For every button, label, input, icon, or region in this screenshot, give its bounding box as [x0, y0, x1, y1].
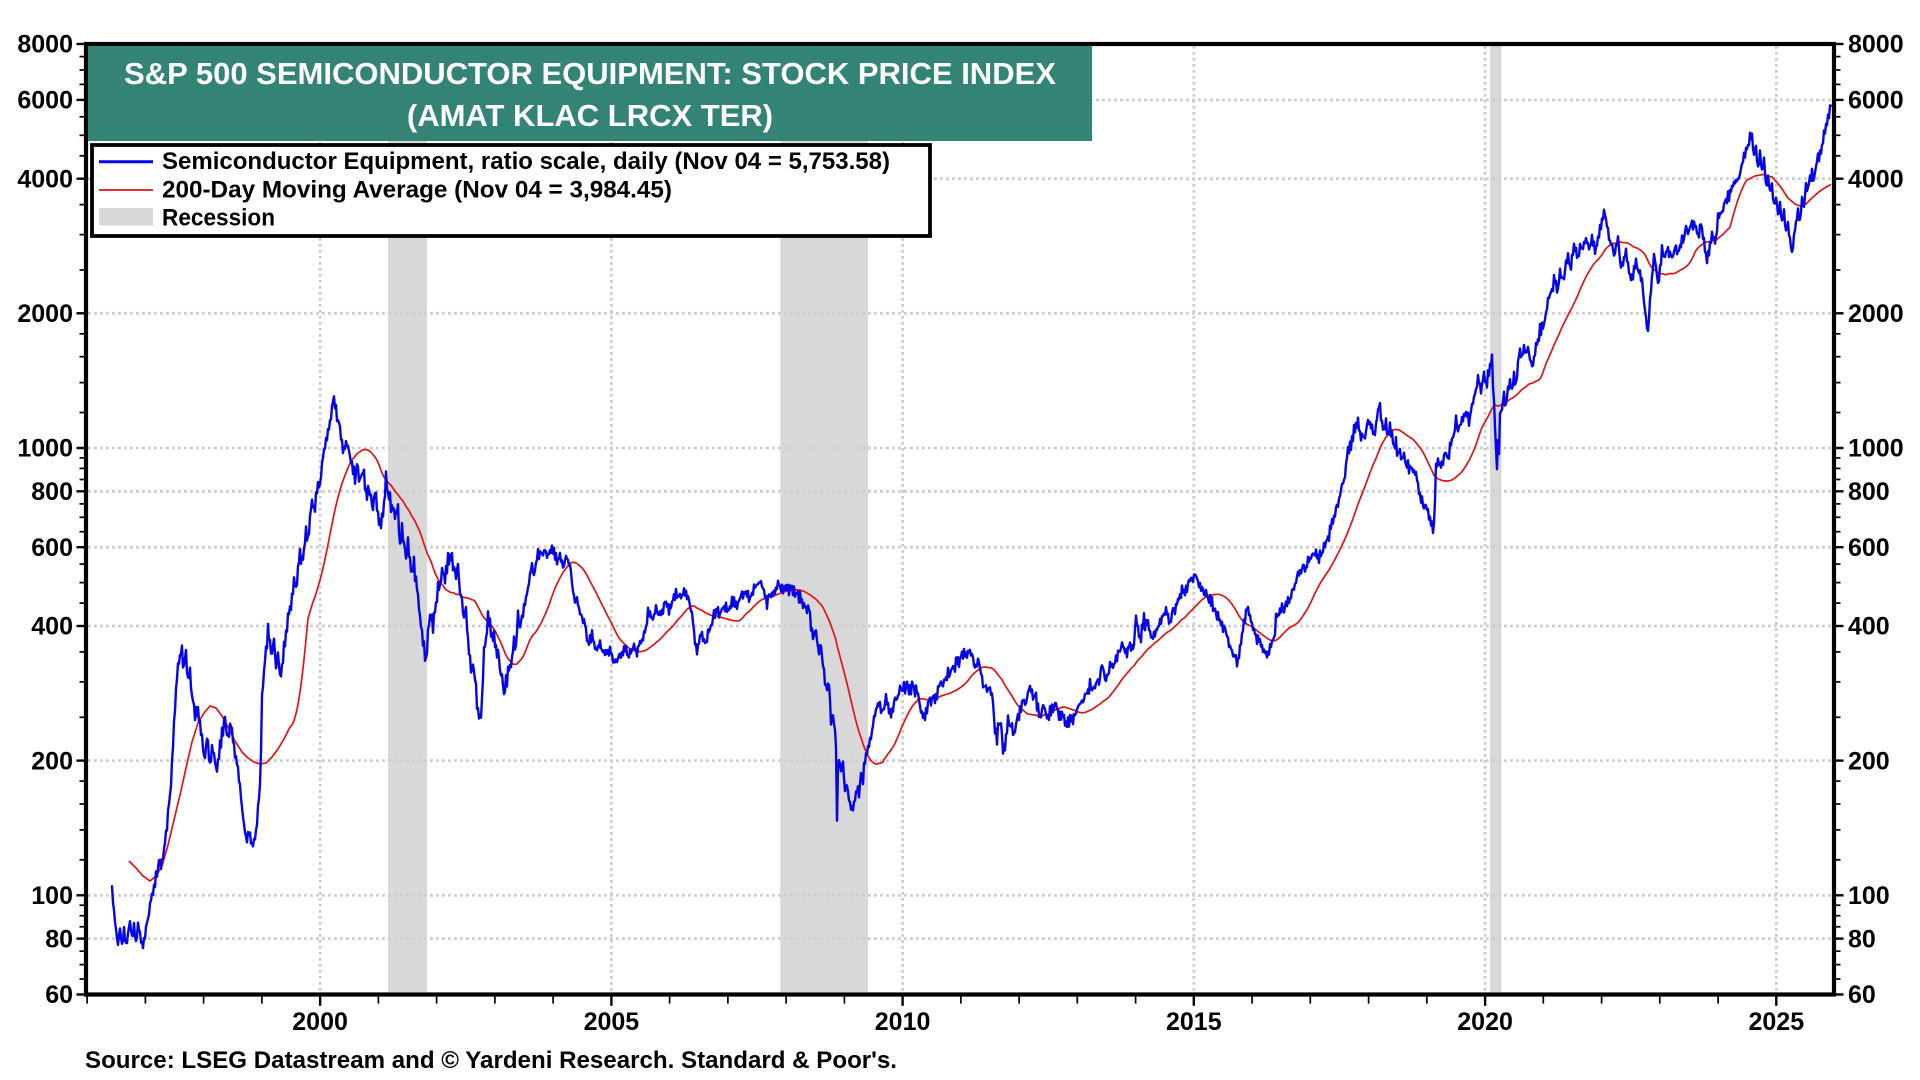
svg-text:200: 200: [1848, 747, 1890, 775]
svg-text:200: 200: [31, 747, 73, 775]
svg-text:2000: 2000: [292, 1008, 348, 1036]
svg-text:Recession: Recession: [162, 205, 275, 232]
svg-text:2010: 2010: [875, 1008, 931, 1036]
svg-text:4000: 4000: [17, 165, 73, 193]
svg-text:80: 80: [45, 925, 73, 953]
svg-text:S&P 500 SEMICONDUCTOR EQUIPMEN: S&P 500 SEMICONDUCTOR EQUIPMENT: STOCK P…: [124, 56, 1056, 91]
svg-text:600: 600: [1848, 534, 1890, 562]
svg-text:8000: 8000: [1848, 31, 1904, 59]
svg-text:400: 400: [31, 613, 73, 641]
svg-text:400: 400: [1848, 613, 1890, 641]
svg-text:6000: 6000: [17, 87, 73, 115]
svg-text:200-Day Moving Average (Nov 04: 200-Day Moving Average (Nov 04 = 3,984.4…: [162, 177, 672, 204]
svg-text:2020: 2020: [1457, 1008, 1513, 1036]
svg-text:1000: 1000: [17, 435, 73, 463]
svg-text:60: 60: [1848, 981, 1876, 1009]
svg-text:Semiconductor Equipment, ratio: Semiconductor Equipment, ratio scale, da…: [162, 148, 890, 175]
svg-text:6000: 6000: [1848, 87, 1904, 115]
svg-text:800: 800: [1848, 478, 1890, 506]
svg-text:8000: 8000: [17, 31, 73, 59]
svg-text:2015: 2015: [1166, 1008, 1222, 1036]
svg-text:1000: 1000: [1848, 435, 1904, 463]
svg-text:60: 60: [45, 981, 73, 1009]
svg-text:2005: 2005: [584, 1008, 640, 1036]
svg-text:4000: 4000: [1848, 165, 1904, 193]
svg-text:2000: 2000: [1848, 300, 1904, 328]
svg-text:(AMAT KLAC LRCX TER): (AMAT KLAC LRCX TER): [407, 98, 773, 133]
svg-text:100: 100: [31, 882, 73, 910]
svg-text:800: 800: [31, 478, 73, 506]
svg-text:Source: LSEG Datastream and ©: Source: LSEG Datastream and © Yardeni Re…: [85, 1047, 897, 1074]
svg-text:2000: 2000: [17, 300, 73, 328]
svg-text:100: 100: [1848, 882, 1890, 910]
svg-text:600: 600: [31, 534, 73, 562]
svg-text:80: 80: [1848, 925, 1876, 953]
svg-text:2025: 2025: [1748, 1008, 1804, 1036]
